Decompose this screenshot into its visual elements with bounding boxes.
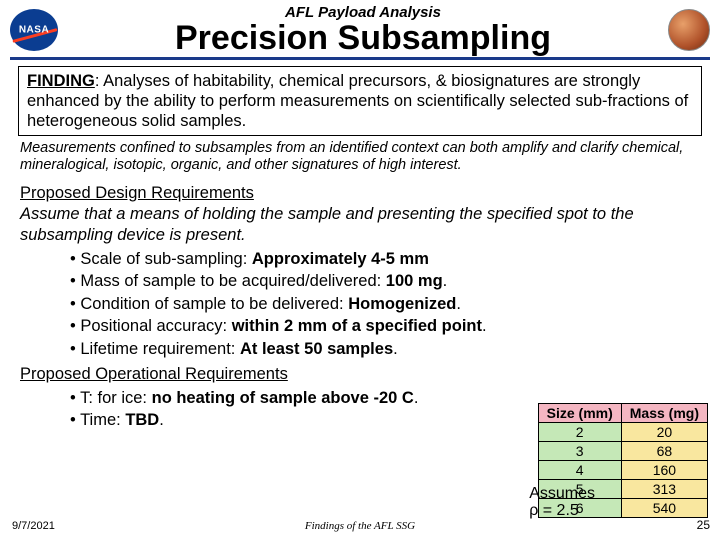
footer-date: 9/7/2021 — [12, 520, 55, 532]
list-item: Positional accuracy: within 2 mm of a sp… — [70, 316, 700, 337]
design-assume: Assume that a means of holding the sampl… — [20, 204, 700, 247]
finding-box: FINDING: Analyses of habitability, chemi… — [18, 66, 702, 136]
slide-header: AFL Payload Analysis Precision Subsampli… — [0, 0, 720, 55]
header-text: AFL Payload Analysis Precision Subsampli… — [58, 4, 668, 55]
operational-heading: Proposed Operational Requirements — [20, 365, 288, 383]
nasa-logo-icon — [10, 9, 58, 51]
table-row: 4160 — [538, 461, 707, 480]
table-row: 220 — [538, 423, 707, 442]
list-item: Scale of sub-sampling: Approximately 4-5… — [70, 249, 700, 270]
mars-icon — [668, 9, 710, 51]
table-row: 368 — [538, 442, 707, 461]
footer-center: Findings of the AFL SSG — [305, 520, 415, 532]
design-heading: Proposed Design Requirements — [20, 184, 254, 202]
assumes-line2: ρ = 2.5 — [529, 502, 595, 520]
header-title: Precision Subsampling — [58, 21, 668, 55]
content-body: Proposed Design Requirements Assume that… — [20, 183, 700, 432]
table-header-size: Size (mm) — [538, 404, 621, 423]
list-item: Lifetime requirement: At least 50 sample… — [70, 339, 700, 360]
list-item: Condition of sample to be delivered: Hom… — [70, 294, 700, 315]
assumes-line1: Assumes — [529, 485, 595, 503]
table-header-row: Size (mm) Mass (mg) — [538, 404, 707, 423]
footer-page: 25 — [697, 518, 710, 532]
finding-label: FINDING — [27, 72, 95, 90]
finding-text: : Analyses of habitability, chemical pre… — [27, 72, 688, 130]
measurement-note: Measurements confined to subsamples from… — [20, 140, 700, 174]
table-header-mass: Mass (mg) — [621, 404, 707, 423]
header-rule — [10, 57, 710, 60]
list-item: Mass of sample to be acquired/delivered:… — [70, 271, 700, 292]
design-bullets: Scale of sub-sampling: Approximately 4-5… — [70, 249, 700, 360]
assumes-note: Assumes ρ = 2.5 — [529, 485, 595, 520]
